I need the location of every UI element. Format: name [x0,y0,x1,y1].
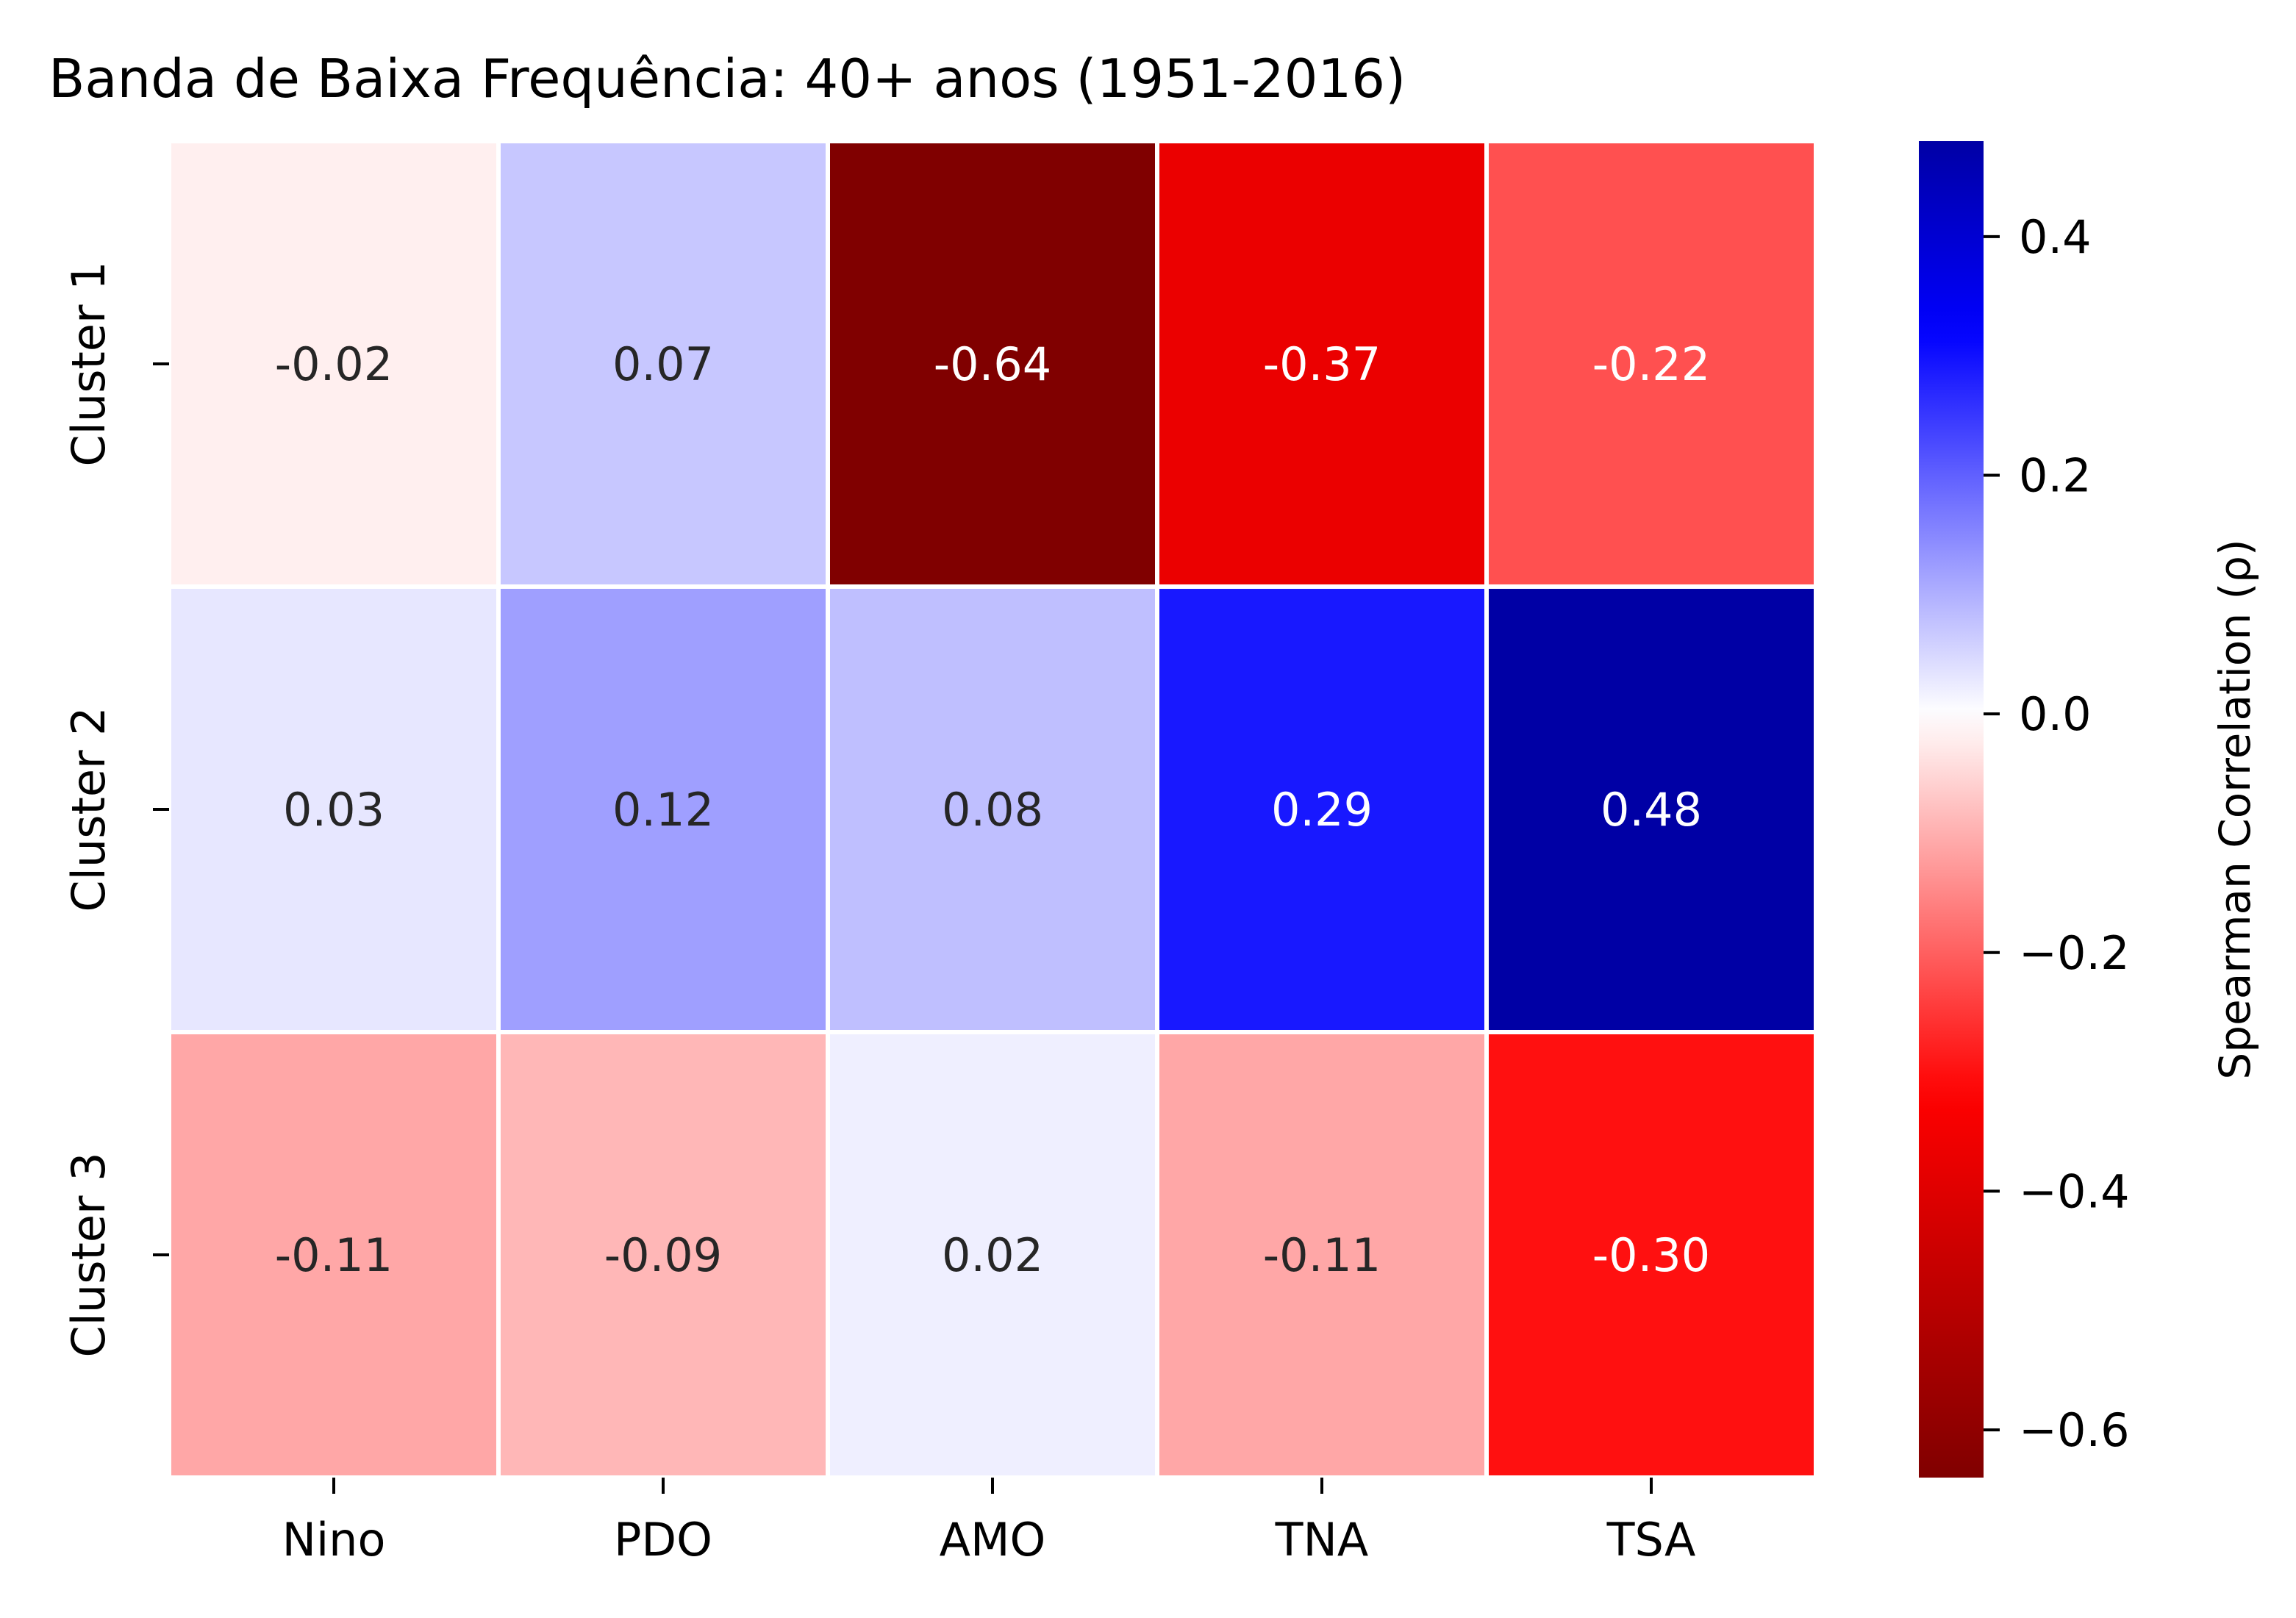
chart-title: Banda de Baixa Frequência: 40+ anos (195… [49,48,1406,110]
cell-value-label: 0.29 [1271,783,1373,837]
cell-value-label: -0.64 [934,337,1051,391]
colorbar-ticks: −0.6 −0.4 −0.2 0.0 0.2 0.4 [1984,210,2130,1457]
cell-value-label: -0.02 [275,337,393,391]
cell-value-label: 0.08 [942,783,1043,837]
column-tick-label: Nino [282,1513,386,1567]
colorbar-tick-label: −0.6 [2019,1403,2130,1457]
heatmap-cell [1155,1030,1489,1480]
colorbar-tick-label: −0.2 [2019,926,2130,980]
heatmap-cell [167,139,501,589]
column-axis: Nino PDO AMO TNA TSA [282,1478,1696,1567]
column-tick-label: TSA [1606,1513,1696,1567]
heatmap-cell [496,139,830,589]
cell-value-label: -0.11 [1263,1228,1381,1282]
cell-value-label: 0.48 [1601,783,1702,837]
heatmap-cell [167,584,501,1034]
heatmap-cell [1155,139,1489,589]
cell-value-label: -0.09 [604,1228,722,1282]
heatmap-cells: -0.02 0.07 -0.64 -0.37 -0.22 0.03 0.12 0.08 0.29… [167,139,1818,1480]
colorbar-label: Spearman Correlation (ρ) [2210,539,2260,1079]
column-tick-label: AMO [940,1513,1046,1567]
row-tick-label: Cluster 3 [62,1152,115,1357]
heatmap-cell [496,1030,830,1480]
colorbar-tick-label: −0.4 [2019,1164,2130,1218]
row-tick-label: Cluster 1 [62,261,115,466]
cell-value-label: 0.02 [942,1228,1043,1282]
heatmap-cell [1484,1030,1818,1480]
row-axis: Cluster 1 Cluster 2 Cluster 3 [62,261,169,1358]
colorbar: −0.6 −0.4 −0.2 0.0 0.2 0.4 Spearman Correlati… [1919,141,2260,1478]
heatmap-cell [826,584,1159,1034]
column-tick-label: TNA [1275,1513,1369,1567]
colorbar-tick-label: 0.0 [2019,687,2092,741]
cell-value-label: -0.22 [1592,337,1710,391]
cell-value-label: 0.12 [612,783,714,837]
column-tick-label: PDO [614,1513,712,1567]
cell-value-label: -0.11 [275,1228,393,1282]
heatmap-cell [826,139,1159,589]
heatmap-cell [1484,139,1818,589]
cell-value-label: 0.03 [283,783,385,837]
cell-value-label: -0.37 [1263,337,1381,391]
colorbar-gradient [1919,141,1984,1478]
heatmap-cell [826,1030,1159,1480]
cell-value-label: -0.30 [1592,1228,1710,1282]
row-tick-label: Cluster 2 [62,706,115,912]
colorbar-tick-label: 0.2 [2019,449,2092,503]
colorbar-tick-label: 0.4 [2019,210,2092,264]
cell-value-label: 0.07 [612,337,714,391]
heatmap-cell [1484,584,1818,1034]
